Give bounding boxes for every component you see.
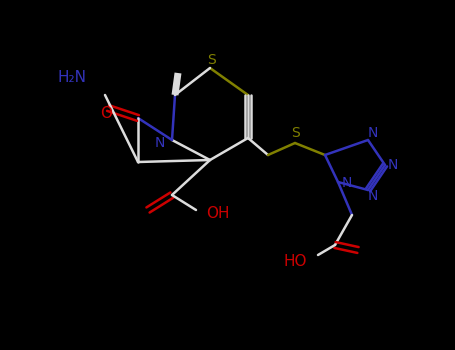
Text: OH: OH <box>206 205 230 220</box>
Text: H₂N: H₂N <box>57 70 86 85</box>
Text: N: N <box>368 189 378 203</box>
Text: HO: HO <box>283 254 307 270</box>
Text: S: S <box>207 53 217 67</box>
Text: N: N <box>388 158 398 172</box>
Text: N: N <box>342 176 352 190</box>
Text: O: O <box>100 105 112 120</box>
Text: S: S <box>292 126 300 140</box>
Text: N: N <box>368 126 378 140</box>
Text: N: N <box>155 136 165 150</box>
